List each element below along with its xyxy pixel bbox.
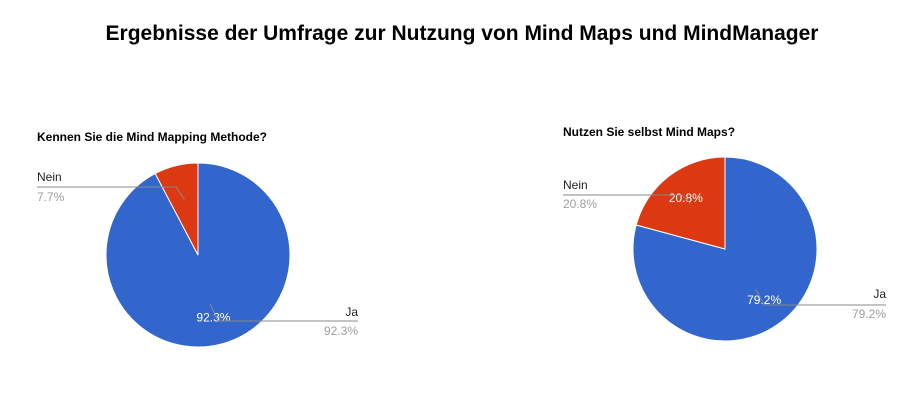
leader-line <box>755 288 886 306</box>
pie-slice-nein[interactable] <box>154 162 199 256</box>
chart-title: Kennen Sie die Mind Mapping Methode? <box>37 130 267 144</box>
slice-value-label: 79.2% <box>747 293 781 307</box>
chart-title: Nutzen Sie selbst Mind Maps? <box>563 125 735 139</box>
legend-value-nein: 7.7% <box>37 190 65 204</box>
slice-value-label: 20.8% <box>669 191 703 205</box>
legend-label-nein: Nein <box>563 178 588 192</box>
page-title: Ergebnisse der Umfrage zur Nutzung von M… <box>105 22 819 45</box>
legend-label-ja: Ja <box>873 287 886 301</box>
leader-line <box>209 303 358 322</box>
leader-line <box>563 194 691 205</box>
legend-value-nein: 20.8% <box>563 197 597 211</box>
leader-line <box>37 186 185 200</box>
pie-slice-nein[interactable] <box>635 156 726 250</box>
legend-label-ja: Ja <box>345 305 358 319</box>
legend-value-ja: 79.2% <box>852 307 886 321</box>
slice-value-label: 92.3% <box>196 311 230 325</box>
legend-value-ja: 92.3% <box>324 324 358 338</box>
pie-slice-ja[interactable] <box>632 156 818 342</box>
chart-nutzen-mind-maps: Nutzen Sie selbst Mind Maps? 79.2% Ja 79.2… <box>563 125 886 342</box>
chart-kennen-mind-mapping: Kennen Sie die Mind Mapping Methode? 92.… <box>37 130 358 348</box>
legend-label-nein: Nein <box>37 170 62 184</box>
